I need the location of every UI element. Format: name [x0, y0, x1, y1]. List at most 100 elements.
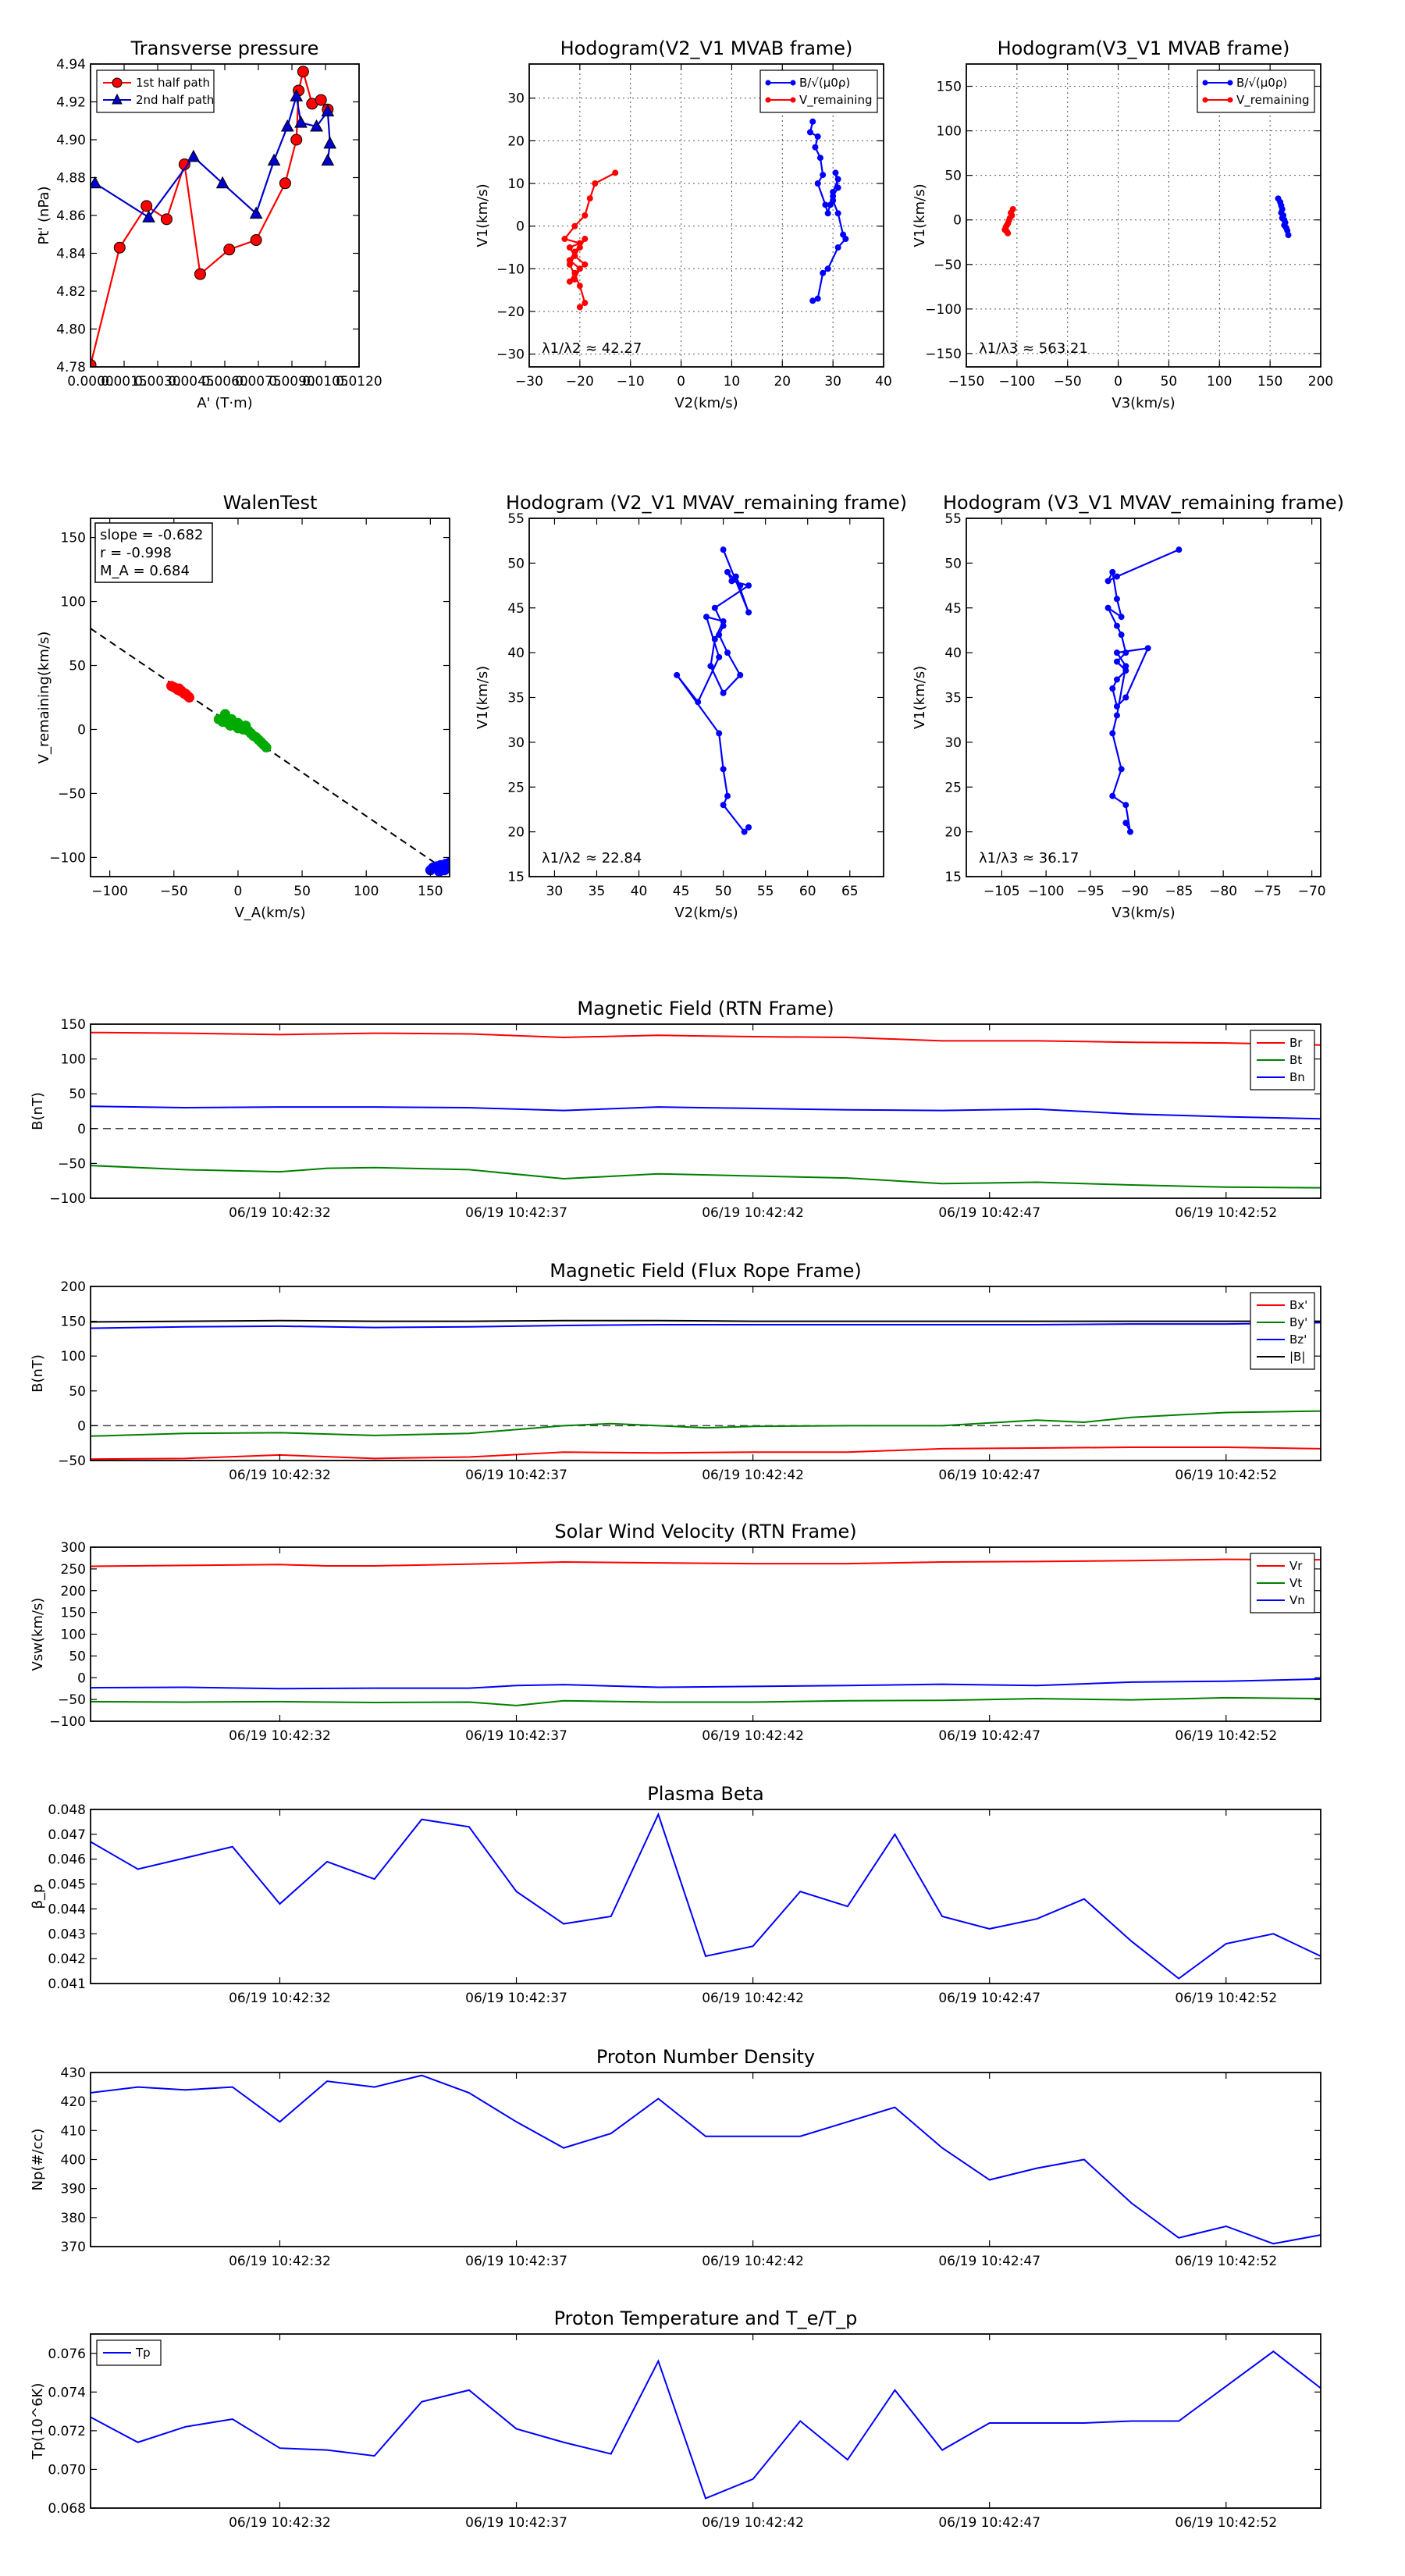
y-tick-label: 0 — [953, 213, 962, 229]
y-tick-label: −100 — [49, 850, 86, 866]
series-line — [91, 1678, 1321, 1690]
data-point — [310, 119, 323, 132]
data-point — [323, 136, 337, 149]
legend-item: By' — [1257, 1315, 1307, 1329]
x-tick-label: 150 — [1257, 374, 1282, 390]
y-tick-label: 30 — [944, 735, 962, 751]
legend-item: Br — [1257, 1036, 1303, 1050]
legend-label: Bt — [1289, 1053, 1302, 1067]
series-br — [91, 1031, 1321, 1046]
y-tick-label: 0.044 — [48, 1902, 86, 1917]
data-point — [290, 89, 304, 101]
x-tick-label: 0.0015 — [101, 374, 147, 390]
data-point — [1113, 703, 1120, 710]
data-point — [745, 582, 752, 589]
x-tick-label: 0 — [677, 374, 685, 390]
x-tick-label: 06/19 10:42:37 — [465, 2515, 567, 2531]
axes-frame — [90, 1023, 1321, 1199]
y-tick-label: −20 — [496, 304, 525, 320]
data-point — [297, 66, 309, 78]
y-tick-label: −100 — [49, 1714, 86, 1730]
x-tick-label: 06/19 10:42:52 — [1175, 1991, 1277, 2006]
x-axis-label: V2(km/s) — [674, 905, 738, 921]
x-tick-label: 06/19 10:42:47 — [938, 2515, 1040, 2531]
legend-label: Vr — [1289, 1559, 1303, 1573]
series-vt — [91, 1696, 1321, 1706]
series-line — [91, 1410, 1321, 1437]
legend-item: V_remaining — [1202, 93, 1310, 108]
legend-label: Bx' — [1289, 1298, 1307, 1312]
legend-label: Vt — [1289, 1576, 1302, 1590]
y-tick-label: 50 — [507, 556, 525, 571]
y-tick-label: 380 — [61, 2211, 86, 2226]
chart-p3: −150 −100 −50 0 50 100 150 200 −150 −100 −50 0 50 100… — [912, 37, 1333, 411]
data-point — [223, 244, 236, 256]
series-line — [91, 1319, 1321, 1323]
data-point — [1109, 685, 1116, 692]
data-point — [315, 94, 327, 106]
y-tick-label: −100 — [49, 1191, 86, 1207]
data-point — [816, 155, 823, 162]
x-tick-label: −105 — [984, 884, 1020, 899]
data-point — [566, 261, 573, 268]
x-tick-label: 45 — [673, 884, 690, 899]
y-tick-label: 0.072 — [48, 2424, 86, 2439]
y-axis-label: B(nT) — [30, 1354, 46, 1393]
legend-item: Vr — [1257, 1559, 1303, 1573]
legend-marker — [1227, 80, 1233, 86]
data-point — [612, 169, 619, 176]
data-point — [720, 546, 727, 553]
y-tick-label: −50 — [58, 1156, 86, 1172]
y-tick-label: 35 — [507, 691, 525, 706]
data-point — [571, 222, 578, 229]
data-point — [812, 144, 819, 151]
chart-p1: 0.00000.00150.00300.00450.00600.00750.00… — [36, 37, 382, 411]
x-tick-label: 06/19 10:42:37 — [465, 1991, 567, 2006]
y-tick-label: 400 — [61, 2153, 86, 2169]
stats-line: slope = -0.682 — [100, 527, 203, 543]
y-tick-label: 10 — [507, 176, 525, 192]
series-red — [166, 681, 194, 703]
x-tick-label: 10 — [724, 374, 741, 390]
data-point — [160, 213, 173, 226]
data-point — [820, 269, 827, 276]
data-point — [745, 609, 752, 616]
data-point — [91, 359, 97, 367]
y-tick-label: −50 — [934, 258, 962, 273]
axes-frame — [966, 518, 1321, 877]
chart-p4: −100 −50 0 50 100 150 −100 −50 0 50 100 150 WalenTes… — [36, 492, 450, 921]
data-point — [566, 278, 573, 285]
legend-marker — [790, 97, 796, 103]
y-tick-label: 200 — [61, 1584, 86, 1599]
data-point — [1002, 227, 1009, 234]
y-tick-label: 4.86 — [56, 208, 86, 224]
x-axis-label: V_A(km/s) — [234, 905, 305, 921]
plot-area — [1104, 546, 1183, 835]
y-tick-label: 45 — [507, 601, 525, 617]
y-tick-label: 4.90 — [56, 133, 86, 148]
x-tick-label: 0 — [234, 884, 243, 899]
y-tick-label: 0 — [77, 722, 86, 738]
y-tick-label: 50 — [69, 1087, 86, 1102]
chart-title: WalenTest — [223, 492, 318, 514]
data-point — [830, 197, 837, 204]
data-point — [215, 176, 229, 189]
x-tick-label: 0.0120 — [336, 374, 382, 390]
chart-title: Plasma Beta — [647, 1783, 763, 1805]
y-tick-label: 420 — [61, 2094, 86, 2110]
y-tick-label: 30 — [507, 91, 525, 107]
y-tick-label: 250 — [61, 1562, 86, 1578]
y-tick-label: 50 — [69, 1649, 86, 1664]
legend-label: Bz' — [1289, 1332, 1307, 1347]
data-point — [724, 792, 731, 799]
legend-item: |B| — [1257, 1350, 1305, 1364]
data-point — [444, 857, 450, 868]
legend-marker — [1202, 80, 1208, 86]
y-tick-label: 0 — [77, 1670, 86, 1686]
legend: Br Bt Bn — [1250, 1030, 1315, 1091]
series-green — [213, 709, 272, 753]
legend-label: V_remaining — [799, 93, 873, 108]
data-point — [91, 176, 102, 189]
legend-label: V_remaining — [1236, 93, 1310, 108]
